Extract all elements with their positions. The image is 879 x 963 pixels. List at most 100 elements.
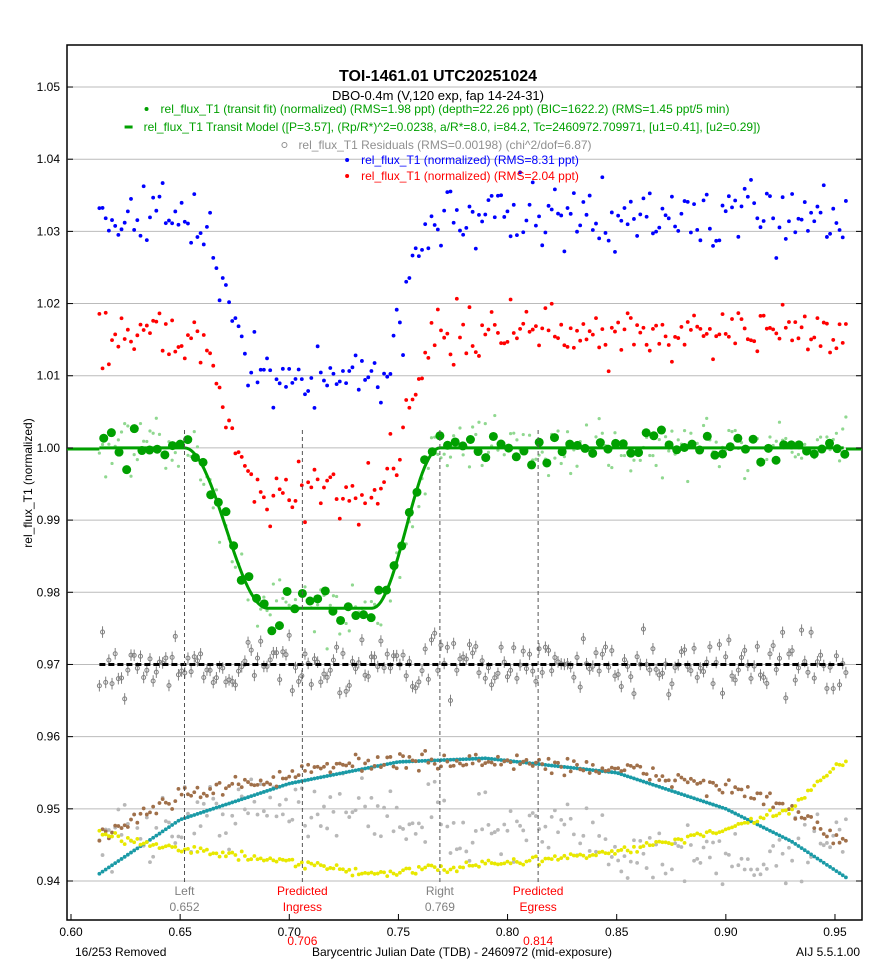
data-point xyxy=(195,235,200,239)
data-point xyxy=(828,770,832,775)
data-point xyxy=(252,793,257,797)
residual-point xyxy=(429,637,435,643)
data-point xyxy=(208,787,212,791)
marker-label: Predicted xyxy=(277,884,328,898)
data-point xyxy=(182,356,187,361)
data-point xyxy=(306,762,311,767)
data-point xyxy=(138,836,143,841)
data-point xyxy=(164,466,168,470)
data-point xyxy=(192,844,197,849)
data-point xyxy=(486,756,491,761)
legend-entry: rel_flux_T1 (transit fit) (normalized) (… xyxy=(161,102,730,116)
data-point xyxy=(397,825,402,830)
data-point xyxy=(461,757,466,762)
y-tick-label: 0.96 xyxy=(37,730,61,744)
data-point xyxy=(100,869,105,874)
data-point xyxy=(142,439,146,443)
data-point xyxy=(173,820,178,825)
residual-point xyxy=(119,675,125,681)
residual-point xyxy=(682,647,688,653)
data-point xyxy=(198,795,203,800)
data-point xyxy=(470,344,475,348)
residual-point xyxy=(128,652,134,658)
binned-point xyxy=(588,448,598,458)
data-point xyxy=(648,453,652,458)
data-point xyxy=(809,852,813,857)
residual-point xyxy=(419,668,425,674)
data-point xyxy=(160,797,165,802)
residual-point xyxy=(292,665,298,671)
data-point xyxy=(214,782,219,787)
data-point xyxy=(141,841,146,846)
data-point xyxy=(436,452,440,457)
data-point xyxy=(145,439,149,444)
data-point xyxy=(227,784,231,788)
data-point xyxy=(388,755,393,759)
data-point xyxy=(515,233,519,237)
data-point xyxy=(157,194,162,199)
data-point xyxy=(467,757,472,761)
data-point xyxy=(375,385,380,390)
data-point xyxy=(458,757,462,762)
binned-point xyxy=(840,449,850,459)
data-point xyxy=(458,335,462,340)
data-point xyxy=(445,824,450,829)
data-point xyxy=(802,314,807,319)
residual-point xyxy=(590,663,596,669)
residual-point xyxy=(621,657,627,663)
data-point xyxy=(515,819,519,824)
data-point xyxy=(337,761,342,766)
data-point xyxy=(214,851,219,856)
data-point xyxy=(749,816,753,821)
data-point xyxy=(280,812,285,817)
residual-point xyxy=(106,657,112,663)
data-point xyxy=(432,865,437,870)
data-point xyxy=(344,810,349,815)
data-point xyxy=(685,834,690,839)
data-point xyxy=(711,802,715,807)
data-point xyxy=(647,843,652,848)
residual-point xyxy=(144,667,150,673)
data-point xyxy=(167,352,171,357)
data-point xyxy=(103,216,108,221)
data-point xyxy=(375,871,380,876)
data-point xyxy=(350,764,355,769)
binned-point xyxy=(527,460,537,470)
data-point xyxy=(812,783,817,788)
data-point xyxy=(752,873,757,878)
data-point xyxy=(110,830,114,835)
series-blue-normalized xyxy=(97,170,848,410)
data-point xyxy=(242,796,247,801)
data-point xyxy=(271,405,276,410)
data-point xyxy=(236,324,241,329)
data-point xyxy=(347,498,352,503)
data-point xyxy=(353,496,358,501)
data-point xyxy=(714,871,719,876)
data-point xyxy=(496,827,500,832)
data-point xyxy=(280,366,285,371)
data-point xyxy=(647,191,652,196)
data-point xyxy=(571,759,576,764)
data-point xyxy=(676,837,681,841)
data-point xyxy=(239,794,244,799)
data-point xyxy=(809,210,813,215)
data-point xyxy=(707,829,712,833)
residual-point xyxy=(542,644,548,650)
data-point xyxy=(821,832,826,836)
data-point xyxy=(116,344,121,349)
residual-point xyxy=(628,674,634,680)
data-point xyxy=(843,759,848,764)
data-point xyxy=(372,832,377,836)
data-point xyxy=(581,853,586,858)
data-point xyxy=(119,832,124,837)
data-point xyxy=(100,442,105,447)
data-point xyxy=(401,425,405,430)
data-point xyxy=(780,851,785,856)
data-point xyxy=(426,466,430,470)
data-point xyxy=(122,337,127,341)
data-point xyxy=(125,822,130,826)
residual-point xyxy=(229,678,235,684)
data-point xyxy=(173,209,178,214)
data-point xyxy=(670,789,674,793)
data-point xyxy=(590,852,595,857)
